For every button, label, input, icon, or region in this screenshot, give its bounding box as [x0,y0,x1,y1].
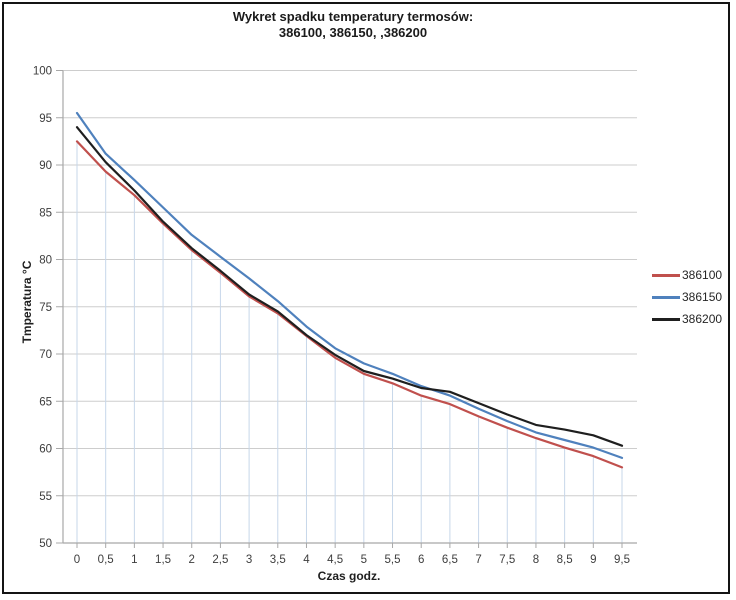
x-tick-label-8: 8 [533,554,539,566]
x-tick-label-2,5: 2,5 [212,554,228,566]
y-tick-label-95: 95 [39,113,52,125]
legend-label: 386200 [682,312,723,326]
y-tick-label-60: 60 [39,444,52,456]
series-lines [75,111,624,469]
x-tick-label-6,5: 6,5 [442,554,458,566]
legend-item-386200: 386200 [652,308,722,330]
x-tick-label-4: 4 [303,554,310,566]
chart-title-line1: Wykret spadku temperatury termosów: [232,9,474,24]
x-axis-title: Czas godz. [317,569,381,583]
chart-title: Wykret spadku temperatury termosów: 3861… [0,9,706,41]
x-tick-label-7: 7 [475,554,481,566]
x-tick-label-5,5: 5,5 [385,554,401,566]
y-tick-label-50: 50 [39,538,52,550]
x-tick-label-4,5: 4,5 [327,554,343,566]
y-axis-title: Tmperatura °C [20,260,34,344]
x-tick-label-0,5: 0,5 [98,554,114,566]
y-tick-label-80: 80 [39,255,52,267]
y-tick-label-70: 70 [39,349,52,361]
gridlines [63,70,637,544]
x-tick-label-3: 3 [246,554,252,566]
x-tick-label-5: 5 [361,554,367,566]
x-tick-label-6: 6 [418,554,424,566]
x-tick-label-0: 0 [74,554,80,566]
y-tick-label-100: 100 [33,66,52,78]
x-tick-label-1,5: 1,5 [155,554,171,566]
y-tick-label-75: 75 [39,302,52,314]
legend-label: 386150 [682,290,723,304]
y-tick-label-55: 55 [39,491,52,503]
x-tick-label-1: 1 [131,554,137,566]
legend: 386100 386150 386200 [652,264,722,330]
drop-lines [76,141,623,543]
x-tick-label-3,5: 3,5 [270,554,286,566]
x-tick-label-7,5: 7,5 [499,554,515,566]
x-tick-label-9,5: 9,5 [614,554,630,566]
legend-item-386150: 386150 [652,286,722,308]
chart-title-line2: 386100, 386150, ,386200 [278,25,428,40]
series-line-386200 [75,126,624,447]
x-tick-label-8,5: 8,5 [557,554,573,566]
series-line-386100 [75,140,624,469]
x-tick-label-2: 2 [189,554,195,566]
axes [56,70,637,548]
y-tick-label-65: 65 [39,396,52,408]
legend-line-sample-386200 [652,317,680,321]
legend-line-sample-386150 [652,295,680,299]
x-tick-label-9: 9 [590,554,596,566]
y-tick-label-90: 90 [39,160,52,172]
legend-item-386100: 386100 [652,264,722,286]
legend-line-sample-386100 [652,273,680,277]
legend-label: 386100 [682,268,723,282]
series-line-386150 [75,111,624,459]
y-tick-label-85: 85 [39,207,52,219]
